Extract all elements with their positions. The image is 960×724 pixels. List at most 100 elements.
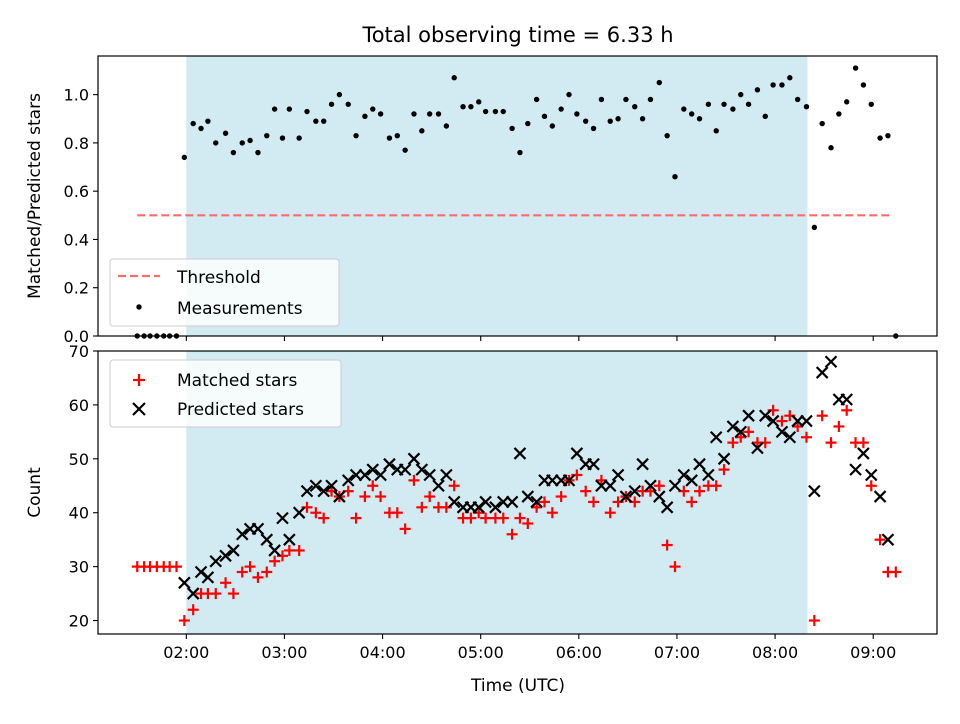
y-tick-label: 60: [69, 396, 89, 415]
measurement-point: [255, 149, 261, 156]
predicted-star-point: [611, 468, 625, 482]
measurement-point: [230, 149, 237, 156]
x-tick-label: 04:00: [360, 643, 406, 662]
predicted-star-point: [864, 468, 878, 482]
count-panel-frame: [97, 350, 938, 635]
measurement-point: [525, 120, 531, 127]
ratio-legend: Threshold Measurements: [109, 258, 340, 327]
predicted-star-point: [398, 463, 412, 476]
measurement-point: [607, 118, 613, 124]
measurement-point: [476, 99, 482, 105]
y-tick-label: 1.0: [64, 86, 89, 105]
measurement-point: [443, 123, 450, 129]
matched-star-point: [424, 491, 436, 503]
y-tick-label: 0.2: [64, 279, 89, 298]
matched-star-point: [480, 512, 492, 524]
measurement-point: [681, 106, 687, 112]
predicted-star-point: [815, 366, 829, 379]
measurement-point: [296, 135, 302, 141]
predicted-star-point: [881, 533, 895, 546]
predicted-star-point: [800, 414, 813, 428]
y-tick-label: 0.8: [64, 134, 89, 153]
predicted-star-point: [333, 490, 346, 503]
matched-star-point: [825, 437, 837, 449]
predicted-star-point: [587, 457, 600, 471]
measurement-point: [394, 132, 400, 139]
measurement-point: [721, 101, 727, 107]
measurement-point: [885, 132, 891, 139]
matched-star-point: [588, 496, 600, 508]
count-legend-box: [109, 359, 342, 428]
measurement-point: [386, 135, 393, 141]
predicted-star-point: [653, 490, 666, 503]
matched-star-point: [244, 561, 256, 573]
predicted-star-point: [440, 468, 453, 482]
measurement-point: [247, 137, 253, 144]
predicted-star-point: [521, 490, 535, 503]
ratio-panel-frame: [97, 55, 938, 337]
predicted-star-point: [562, 474, 576, 487]
ratio-x-ticks: [185, 336, 874, 341]
predicted-star-point: [709, 430, 723, 444]
matched-star-point: [408, 474, 420, 486]
measurement-point: [509, 125, 515, 132]
measurement-point: [696, 116, 703, 122]
y-tick-label: 20: [69, 612, 89, 631]
y-tick-label: 50: [69, 450, 89, 469]
predicted-star-point: [219, 549, 232, 563]
predicted-star-point: [201, 571, 215, 584]
measurement-point: [286, 106, 293, 112]
predicted-star-point: [758, 409, 772, 422]
y-tick-label: 40: [69, 504, 89, 523]
measurement-point: [664, 132, 670, 139]
x-tick-label: 07:00: [654, 643, 700, 662]
matched-star-point: [800, 431, 812, 443]
predicted-star-point: [251, 522, 265, 536]
measurement-point: [304, 108, 310, 115]
matched-legend-label: Matched stars: [177, 371, 297, 391]
measurement-point: [336, 91, 343, 98]
matched-star-point: [236, 566, 248, 578]
predicted-star-point: [186, 587, 200, 600]
measurement-point: [828, 145, 834, 151]
predicted-star-point: [530, 495, 543, 509]
matched-star-point: [580, 485, 592, 497]
matched-star-point: [857, 437, 869, 449]
measurement-point: [615, 116, 621, 122]
predicted-legend-swatch: [132, 402, 146, 416]
count-y-ticks: 20 30 40 50 60 70: [69, 342, 98, 631]
ratio-panel: Total observing time = 6.33 h 0.00.20.40…: [25, 23, 938, 346]
predicted-star-point: [268, 544, 281, 557]
measurement-points: [134, 65, 899, 339]
count-y-axis-label: Count: [25, 467, 45, 518]
measurement-point: [328, 101, 335, 107]
measurement-point: [426, 111, 433, 117]
measurement-point: [639, 116, 646, 122]
measurement-point: [370, 106, 376, 112]
predicted-star-point: [660, 501, 674, 514]
measurement-point: [222, 130, 229, 136]
measurement-point: [533, 96, 540, 103]
predicted-star-point: [300, 484, 314, 498]
matched-star-point: [318, 512, 330, 524]
measurement-point: [213, 140, 219, 146]
predicted-star-point: [423, 468, 436, 482]
y-tick-label: 0.6: [64, 182, 89, 201]
matched-star-point: [718, 464, 730, 476]
predicted-star-point: [857, 447, 870, 460]
x-tick-label: 05:00: [458, 643, 504, 662]
predicted-star-point: [726, 420, 740, 433]
matched-star-point: [735, 431, 747, 443]
count-x-ticks: 02:00 03:00 04:00 05:00 06:00 07:00 08:00 09:00: [163, 634, 896, 662]
matched-star-point: [653, 480, 665, 492]
predicted-star-point: [775, 425, 789, 439]
measurements-legend-label: Measurements: [177, 299, 303, 319]
measurement-point: [713, 128, 719, 134]
predicted-star-point: [178, 576, 191, 590]
predicted-star-point: [840, 393, 853, 406]
predicted-star-point: [407, 452, 421, 466]
predicted-star-point: [668, 479, 682, 493]
measurement-point: [705, 101, 712, 107]
predicted-star-point: [374, 468, 387, 482]
predicted-star-point: [644, 479, 657, 493]
